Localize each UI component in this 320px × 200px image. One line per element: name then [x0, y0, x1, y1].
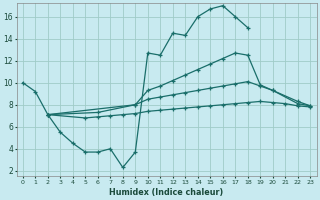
X-axis label: Humidex (Indice chaleur): Humidex (Indice chaleur) [109, 188, 224, 197]
